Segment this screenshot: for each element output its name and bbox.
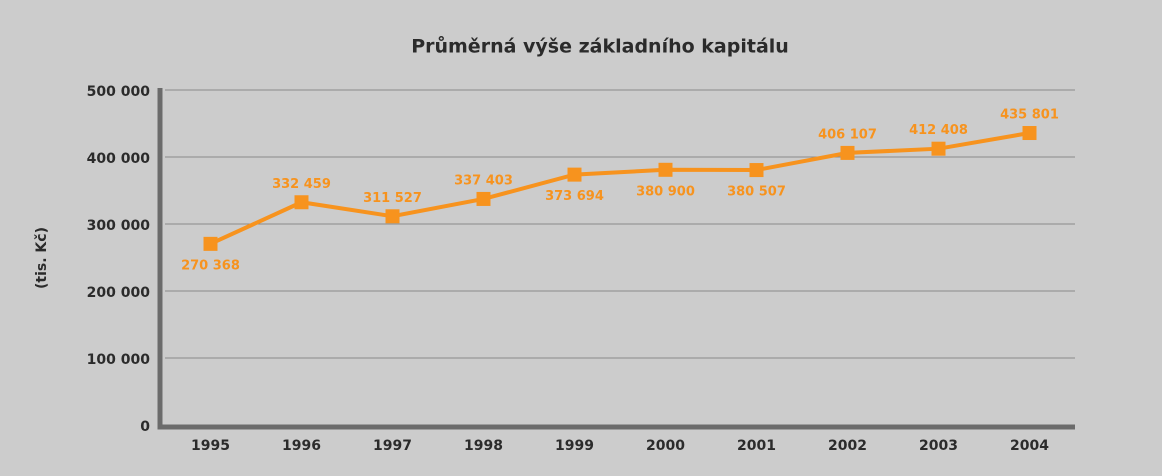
axis-line: [157, 88, 1075, 430]
y-axis-label: (tis. Kč): [34, 227, 50, 289]
x-tick-label: 1996: [282, 438, 321, 454]
y-tick-label: 300 000: [87, 218, 151, 234]
point-marker: [1022, 126, 1037, 141]
x-tick-label: 2004: [1010, 438, 1049, 454]
y-tick-label: 400 000: [87, 151, 151, 167]
point-marker: [294, 195, 309, 210]
data-label: 435 801: [1000, 108, 1059, 123]
point-marker: [749, 163, 764, 178]
x-tick-label: 2003: [919, 438, 958, 454]
chart-title: Průměrná výše základního kapitálu: [411, 35, 789, 58]
data-label: 412 408: [909, 123, 968, 138]
y-tick-label: 200 000: [87, 285, 151, 301]
x-tick-label: 2002: [828, 438, 867, 454]
point-marker: [476, 191, 491, 206]
data-label: 337 403: [454, 173, 513, 188]
y-tick-label: 500 000: [87, 84, 151, 100]
point-marker: [840, 145, 855, 160]
point-marker: [567, 167, 582, 182]
point-marker: [658, 162, 673, 177]
data-label: 332 459: [272, 177, 331, 192]
x-tick-label: 1995: [191, 438, 230, 454]
point-marker: [385, 209, 400, 224]
data-label: 270 368: [181, 258, 240, 273]
x-tick-label: 1998: [464, 438, 503, 454]
data-label: 311 527: [363, 191, 422, 206]
data-label: 406 107: [818, 127, 877, 142]
x-tick-label: 2001: [737, 438, 776, 454]
point-marker: [203, 236, 218, 251]
x-tick-label: 1997: [373, 438, 412, 454]
data-label: 373 694: [545, 189, 604, 204]
series-line: [209, 131, 1030, 246]
point-marker: [931, 141, 946, 156]
y-tick-label: 100 000: [87, 352, 151, 368]
x-tick-label: 1999: [555, 438, 594, 454]
x-tick-label: 2000: [646, 438, 685, 454]
y-tick-label: 0: [140, 419, 150, 435]
data-label: 380 900: [636, 184, 695, 199]
data-label: 380 507: [727, 185, 786, 200]
